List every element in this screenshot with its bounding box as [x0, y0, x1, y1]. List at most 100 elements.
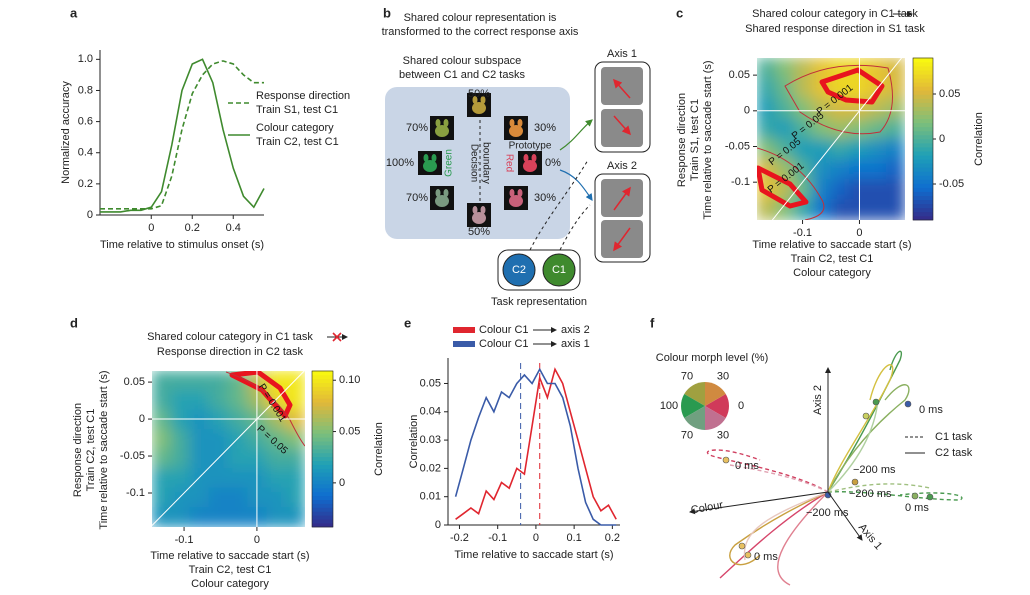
heat-cell: [189, 468, 210, 489]
heat-cell: [170, 429, 191, 450]
heat-cell: [266, 448, 287, 469]
axis-box: [594, 173, 651, 263]
heat-cell: [170, 390, 191, 411]
colorbar-step: [312, 456, 333, 461]
x-tick-label: 0.1: [566, 532, 581, 544]
colorbar-step: [913, 118, 933, 124]
x-axis-label: Colour category: [191, 578, 269, 590]
colorbar-step: [913, 130, 933, 136]
heat-cell: [793, 98, 813, 120]
colorbar-step: [913, 114, 933, 120]
significance-contour: [757, 165, 809, 209]
legend-label: axis 2: [561, 324, 590, 336]
heat-cell: [170, 507, 191, 527]
heat-cell: [830, 98, 850, 120]
panel-labels: a b c d e f: [70, 5, 683, 330]
y-tick-label: 0.05: [420, 377, 441, 389]
pie-slice: [684, 382, 705, 406]
pie-title: Colour morph level (%): [656, 352, 768, 364]
trajectory: [743, 491, 829, 561]
colorbar-step: [312, 417, 333, 422]
heat-cell: [849, 179, 869, 201]
colorbar-tick-label: -0.05: [939, 178, 964, 190]
heat-cell: [152, 448, 172, 469]
x-tick-label: 0.2: [605, 532, 620, 544]
colorbar-step: [913, 73, 933, 79]
y-tick-label: 0.03: [420, 434, 441, 446]
morph-ear: [431, 154, 437, 162]
y-tick-label: 0: [744, 105, 750, 117]
heat-cell: [285, 371, 305, 391]
colorbar-step: [312, 507, 333, 512]
y-axis-label: Time relative to saccade start (s): [98, 370, 110, 529]
colorbar-step: [913, 134, 933, 140]
y-tick-label: 0.8: [78, 84, 93, 96]
heat-cell: [830, 158, 850, 180]
series-line: [100, 60, 264, 210]
x-axis-label: Train C2, test C1: [791, 253, 874, 265]
y-axis-label: Normalized accuracy: [60, 81, 72, 184]
trajectory: [827, 350, 902, 493]
morph-shape: [509, 195, 523, 207]
colorbar-step: [913, 110, 933, 115]
heat-cell: [775, 58, 795, 79]
y-axis-label: Train C2, test C1: [85, 409, 97, 492]
legend-label: Train C2, test C1: [256, 136, 339, 148]
panel-label: e: [404, 315, 411, 330]
y-tick-label: 0.04: [420, 406, 441, 418]
heat-cell: [152, 468, 172, 489]
heat-cell: [152, 409, 172, 430]
heat-cell: [886, 118, 905, 140]
time-label: 0 ms: [754, 551, 778, 563]
x-tick-label: -0.1: [793, 227, 812, 239]
x-tick-label: 0: [533, 532, 539, 544]
x-tick-label: -0.1: [488, 532, 507, 544]
colorbar-step: [312, 437, 333, 442]
heat-cell: [886, 77, 905, 99]
colorbar-frame: [311, 370, 334, 528]
axis-arrow: [613, 186, 631, 211]
heat-cell: [849, 199, 869, 220]
legend-label: Colour category: [256, 122, 334, 134]
heat-cell: [228, 448, 249, 469]
morph-ear: [472, 206, 478, 214]
task-label: C1: [552, 264, 566, 276]
x-axis-label: Time relative to stimulus onset (s): [100, 239, 264, 251]
heat-cell: [793, 58, 813, 79]
subspace-title: between C1 and C2 tasks: [399, 69, 525, 81]
colorbar-step: [312, 472, 333, 477]
diagram-title: Shared colour representation is: [404, 12, 557, 24]
colorbar-tick-label: 0.05: [339, 425, 360, 437]
colorbar-step: [312, 515, 333, 520]
heat-cell: [867, 179, 887, 201]
colorbar-step: [312, 499, 333, 504]
heat-cell: [285, 487, 305, 508]
colorbar-step: [913, 86, 933, 91]
heat-cell: [867, 118, 887, 140]
heat-cell: [812, 118, 832, 140]
heatmap: [152, 371, 305, 527]
colorbar-step: [312, 483, 333, 489]
heat-cell: [793, 138, 813, 160]
heat-cell: [886, 98, 905, 120]
diagonal-line: [152, 371, 305, 526]
axis-arrow: [613, 115, 631, 136]
pie-label: 0: [738, 400, 744, 412]
colorbar-step: [913, 207, 933, 213]
colorbar-step: [913, 183, 933, 188]
heat-cell: [775, 138, 795, 160]
morph-label: 50%: [468, 226, 490, 238]
colorbar-step: [312, 440, 333, 446]
series-line: [454, 367, 617, 526]
colorbar-tick-label: 0: [339, 477, 345, 489]
morph-label: 100%: [386, 157, 414, 169]
heat-cell: [170, 371, 191, 391]
pie-slice: [705, 406, 726, 430]
colorbar-step: [312, 518, 333, 524]
colorbar-step: [913, 191, 933, 196]
colorbar-step: [312, 401, 333, 407]
axis-line: [689, 491, 829, 515]
x-axis-label: Time relative to saccade start (s): [454, 549, 613, 561]
heat-cell: [208, 507, 229, 527]
